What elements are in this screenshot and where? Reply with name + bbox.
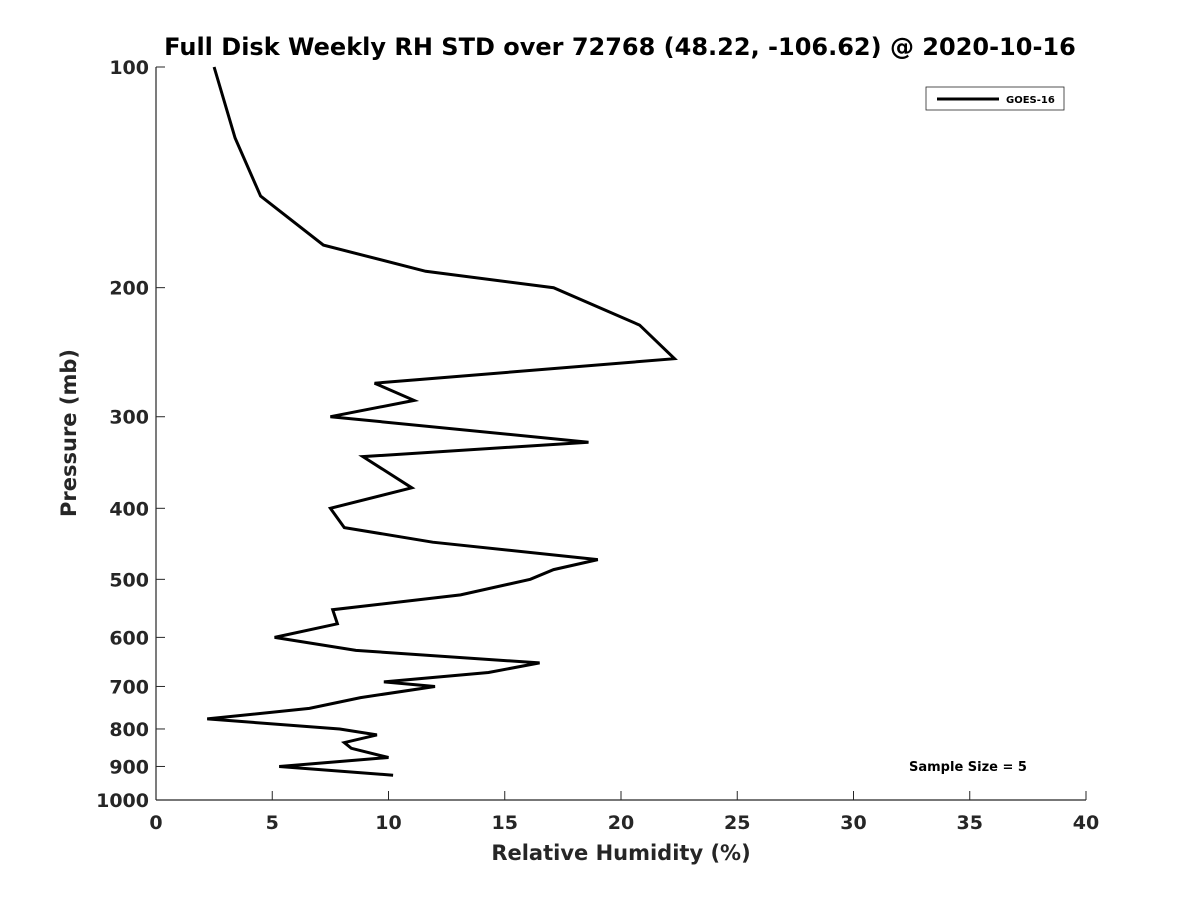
x-tick-label: 15 [492, 812, 518, 834]
y-tick-label: 800 [109, 719, 149, 741]
x-tick-label: 30 [840, 812, 866, 834]
y-tick-label: 700 [109, 676, 149, 698]
x-axis-ticks: 0 5 10 15 20 25 30 35 40 [149, 791, 1099, 834]
x-tick-label: 5 [266, 812, 279, 834]
x-tick-label: 10 [375, 812, 401, 834]
y-tick-label: 500 [109, 569, 149, 591]
series-line-goes-16 [207, 66, 678, 777]
y-axis-label: Pressure (mb) [57, 349, 81, 517]
x-tick-label: 35 [957, 812, 983, 834]
y-tick-label: 100 [109, 57, 149, 79]
x-tick-label: 40 [1073, 812, 1099, 834]
x-tick-label: 20 [608, 812, 634, 834]
x-tick-label: 0 [149, 812, 162, 834]
plot-area: 0 5 10 15 20 25 30 35 40 100 200 300 400 500 600 700 80… [96, 57, 1099, 834]
legend-label-goes-16: GOES-16 [1006, 95, 1055, 106]
y-tick-label: 200 [109, 278, 149, 300]
chart-title: Full Disk Weekly RH STD over 72768 (48.2… [164, 33, 1076, 61]
y-tick-label: 900 [109, 756, 149, 778]
y-axis-ticks: 100 200 300 400 500 600 700 800 900 1000 [96, 57, 165, 812]
y-tick-label: 1000 [96, 790, 149, 812]
y-tick-label: 600 [109, 627, 149, 649]
y-tick-label: 400 [109, 498, 149, 520]
series-layer [207, 66, 678, 777]
x-axis-label: Relative Humidity (%) [491, 841, 750, 865]
legend: GOES-16 [925, 86, 1065, 111]
x-tick-label: 25 [724, 812, 750, 834]
sample-size-annotation: Sample Size = 5 [909, 760, 1027, 775]
y-tick-label: 300 [109, 407, 149, 429]
